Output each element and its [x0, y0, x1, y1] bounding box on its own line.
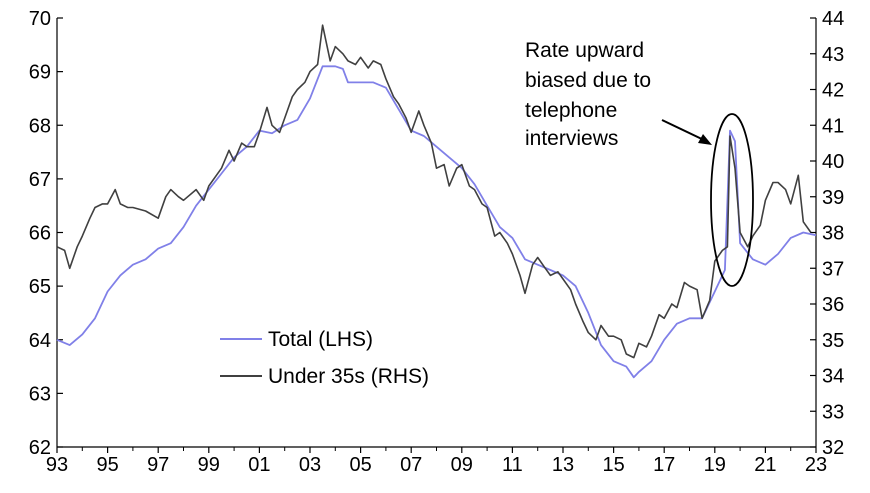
- right-y-tick-label: 36: [822, 294, 844, 316]
- left-y-tick-label: 70: [29, 8, 51, 30]
- annotation-arrow-shaft: [661, 119, 707, 142]
- left-y-tick-label: 68: [29, 115, 51, 137]
- x-tick-label: 09: [451, 454, 473, 476]
- x-tick-label: 03: [299, 454, 321, 476]
- annotation-line-4: interviews: [525, 127, 618, 150]
- series-line-under-35s: [56, 24, 812, 359]
- x-tick-label: 05: [349, 454, 371, 476]
- x-tick-label: 11: [502, 454, 523, 476]
- right-y-tick-label: 35: [822, 330, 844, 352]
- annotation-ellipse: [710, 113, 754, 287]
- left-y-tick-label: 65: [29, 276, 51, 298]
- x-tick-label: 01: [248, 454, 270, 476]
- x-tick-label: 21: [754, 454, 776, 476]
- chart-axes: 62 63 64 65 66 67 68 69 70 32 33 34 35 36 37 38 39 40 41 42…: [29, 8, 845, 476]
- annotation-line-2: biased due to: [525, 69, 651, 92]
- right-y-tick-label: 34: [822, 366, 844, 388]
- x-tick-label: 19: [704, 454, 726, 476]
- left-y-tick-label: 62: [29, 437, 51, 459]
- right-y-tick-label: 43: [822, 44, 844, 66]
- x-tick-label: 93: [46, 454, 68, 476]
- x-tick-label: 07: [400, 454, 422, 476]
- left-y-tick-label: 67: [29, 169, 51, 191]
- legend: Total (LHS) Under 35s (RHS): [220, 328, 429, 388]
- x-tick-label: 99: [198, 454, 220, 476]
- right-y-tick-label: 40: [822, 151, 844, 173]
- right-y-tick-label: 37: [822, 258, 844, 280]
- x-tick-label: 95: [96, 454, 118, 476]
- x-tick-label: 17: [653, 454, 675, 476]
- right-y-tick-label: 41: [822, 115, 844, 137]
- left-y-tick-label: 64: [29, 330, 51, 352]
- left-y-tick-label: 69: [29, 62, 51, 84]
- right-y-tick-label: 44: [822, 8, 844, 30]
- left-y-tick-label: 63: [29, 383, 51, 405]
- right-y-tick-label: 38: [822, 223, 844, 245]
- right-y-tick-label: 32: [822, 437, 844, 459]
- x-tick-label: 15: [602, 454, 624, 476]
- right-y-tick-label: 42: [822, 80, 844, 102]
- x-tick-label: 23: [805, 454, 827, 476]
- right-y-tick-label: 39: [822, 187, 844, 209]
- chart-series: [56, 24, 817, 379]
- series-line-total: [56, 65, 817, 379]
- annotation-arrow-head: [698, 134, 712, 145]
- annotation-line-1: Rate upward: [525, 39, 644, 62]
- annotation-line-3: telephone: [525, 99, 617, 122]
- legend-label-total: Total (LHS): [268, 328, 373, 351]
- left-y-tick-label: 66: [29, 223, 51, 245]
- legend-label-under35: Under 35s (RHS): [268, 365, 429, 388]
- x-tick-label: 13: [552, 454, 574, 476]
- right-y-tick-label: 33: [822, 401, 844, 423]
- x-tick-label: 97: [147, 454, 169, 476]
- chart-annotation: Rate upward biased due to telephone inte…: [525, 39, 754, 287]
